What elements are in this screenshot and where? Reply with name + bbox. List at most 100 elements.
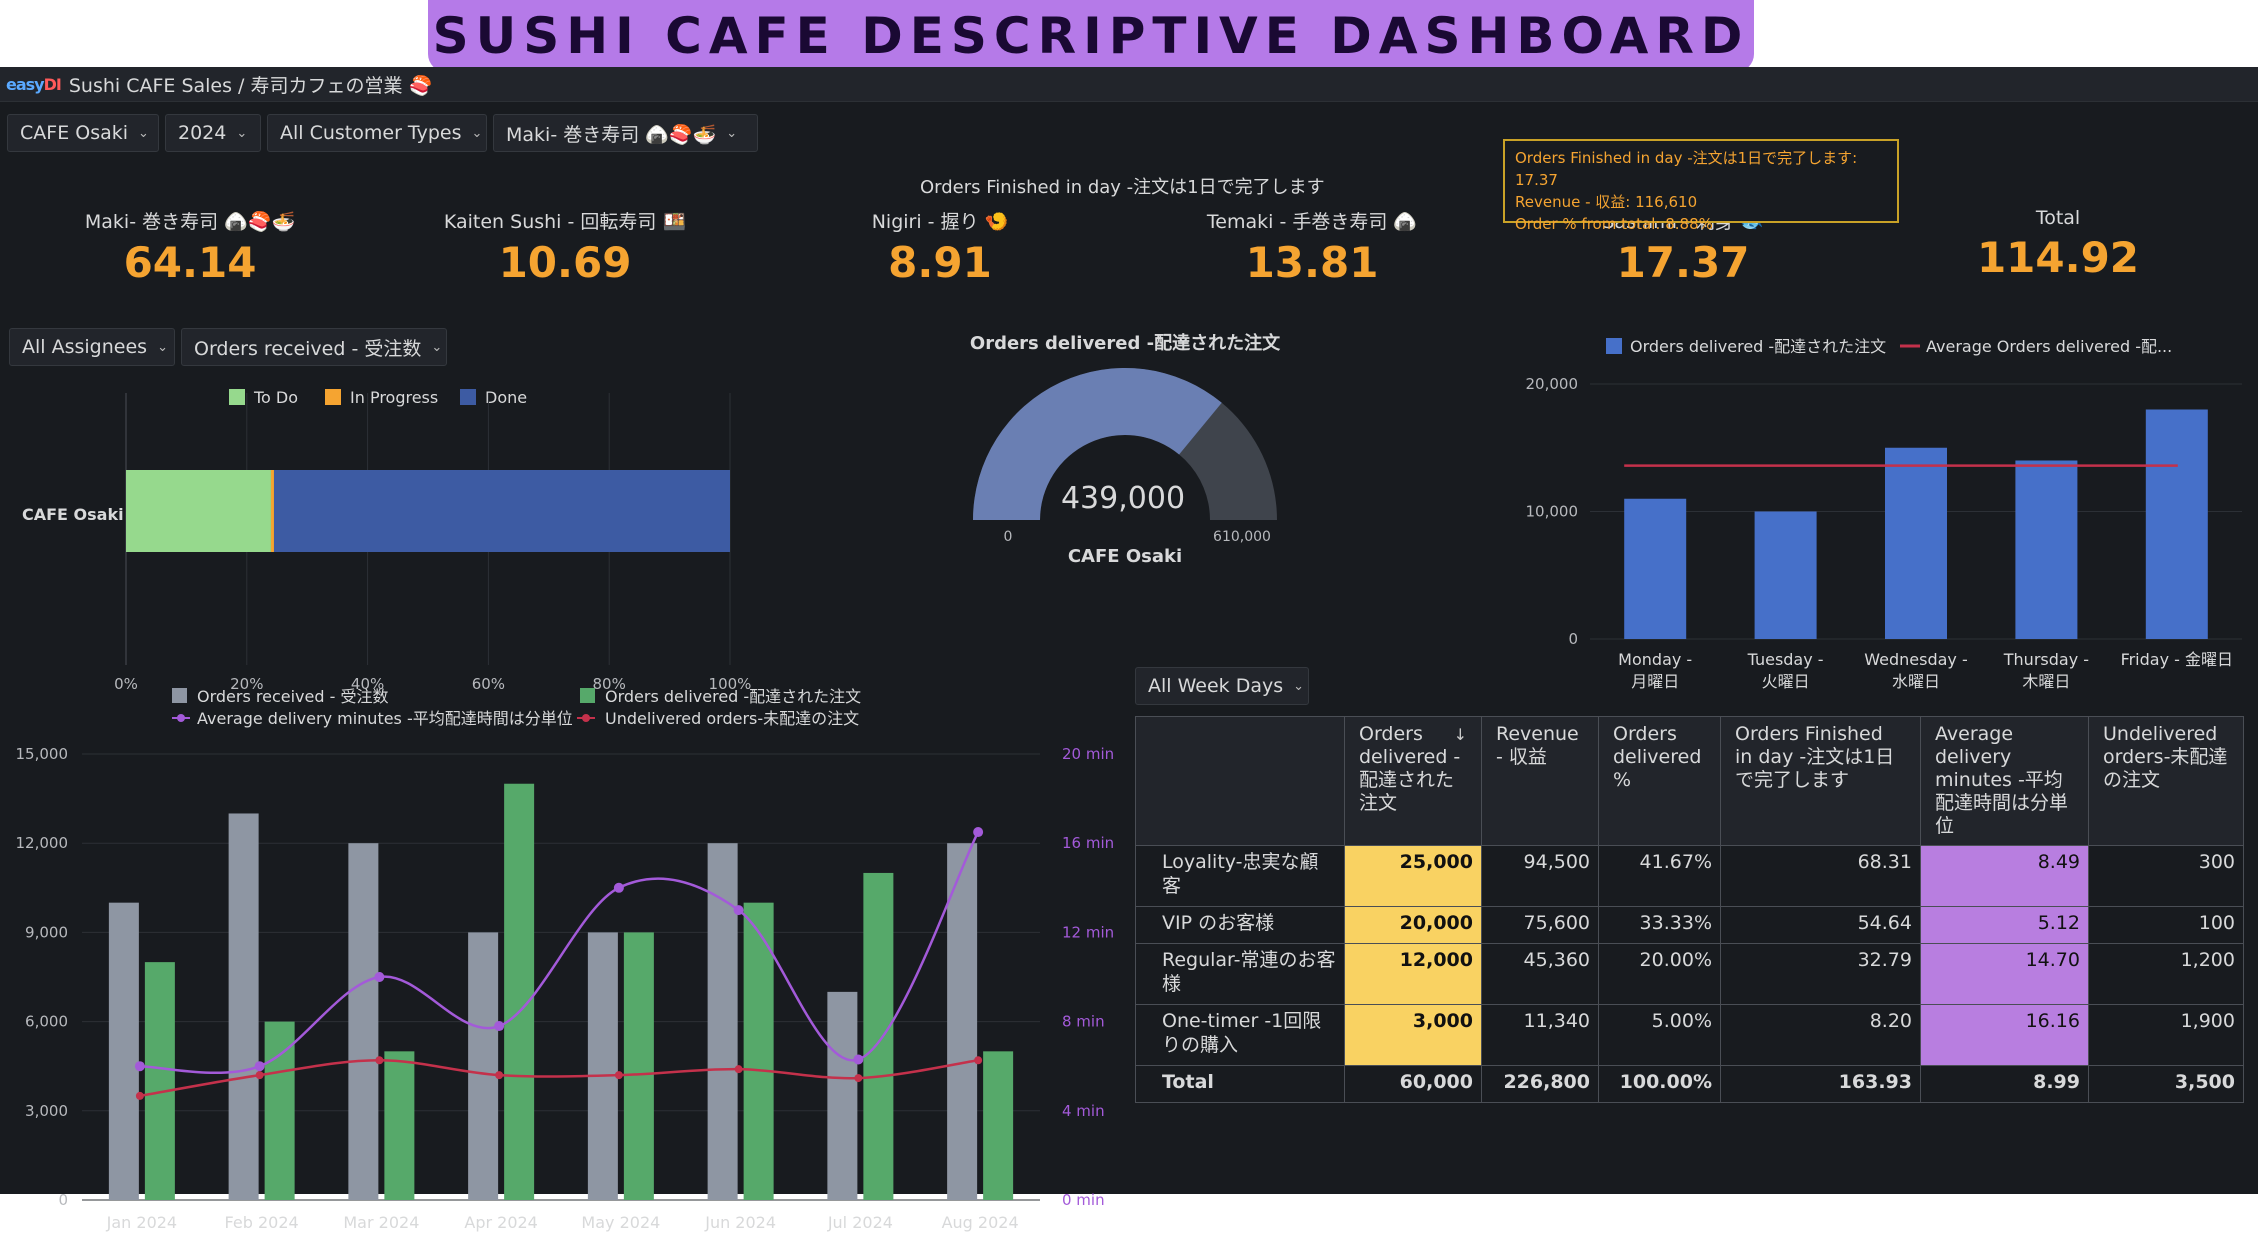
year-filter-dropdown[interactable]: 2024 ⌄ (165, 114, 261, 152)
x-tick-label: Monday - (1618, 650, 1692, 669)
total-orders-delivered: 60,000 (1344, 1065, 1482, 1103)
x-tick-label: 0% (114, 675, 138, 693)
col-header-orders-delivered[interactable]: ↓ Orders delivered -配達された注文 (1344, 716, 1482, 846)
cell-delivered-pct: 41.67% (1598, 845, 1721, 907)
avg-minutes-point (613, 882, 624, 893)
table-total-row: Total 60,000 226,800 100.00% 163.93 8.99… (1135, 1065, 2244, 1103)
y2-tick-label: 12 min (1062, 923, 1114, 941)
weekday-filter-dropdown[interactable]: All Week Days ⌄ (1135, 667, 1309, 705)
avg-minutes-point (374, 972, 385, 982)
weekday-bar (2015, 460, 2078, 639)
legend-undelivered-dot (582, 714, 590, 722)
cell-undelivered: 300 (2088, 845, 2244, 907)
gauge-max: 610,000 (1213, 529, 1271, 545)
x-tick-label: 100% (709, 675, 752, 693)
top-bar: easyDI Sushi CAFE Sales / 寿司カフェの営業 🍣 (0, 67, 2258, 102)
x-tick-label: Mar 2024 (343, 1213, 419, 1232)
weekday-orders-chart: Orders delivered -配達された注文 Average Orders… (1526, 337, 2242, 691)
product-filter-dropdown[interactable]: Maki- 巻き寿司 🍙🍣🍜 ⌄ (493, 114, 758, 152)
total-avg-minutes: 8.99 (1920, 1065, 2089, 1103)
y-tick-label: 0 (58, 1191, 68, 1209)
chevron-down-icon: ⌄ (471, 125, 483, 141)
avg-minutes-point (134, 1061, 145, 1072)
stat-nigiri: Nigiri - 握り 🍤 8.91 (871, 211, 1009, 287)
banner-title: SUSHI CAFE DESCRIPTIVE DASHBOARD (432, 7, 1750, 65)
row-label: Regular-常連のお客様 (1135, 943, 1345, 1005)
stat-kaiten: Kaiten Sushi - 回転寿司 🍱 10.69 (443, 211, 687, 287)
undelivered-line (139, 1059, 979, 1098)
total-undelivered: 3,500 (2088, 1065, 2244, 1103)
received-bar (587, 932, 618, 1200)
legend-delivered-label: Orders delivered -配達された注文 (1630, 337, 1886, 356)
legend-done-swatch (460, 389, 476, 405)
received-bar (468, 932, 499, 1200)
assignee-filter-dropdown[interactable]: All Assignees ⌄ (9, 328, 175, 366)
undelivered-point (734, 1065, 743, 1074)
x-tick-label: Wednesday - (1864, 650, 1968, 669)
orders-gauge: Orders delivered -配達された注文 439,000 0 610,… (970, 332, 1281, 567)
avg-minutes-point (733, 905, 744, 916)
y-tick-label: 6,000 (25, 1013, 68, 1031)
x-tick-label: 月曜日 (1631, 672, 1679, 691)
table-header-row: ↓ Orders delivered -配達された注文 Revenue - 収益 … (1135, 716, 2244, 846)
avg-minutes-point (254, 1061, 265, 1072)
delivered-bar (983, 1051, 1014, 1200)
delivered-bar (384, 1051, 415, 1200)
legend-done-label: Done (485, 388, 527, 407)
app-logo: easyDI (6, 74, 62, 94)
cell-avg-minutes: 16.16 (1920, 1004, 2089, 1066)
delivered-bar (743, 902, 774, 1200)
x-tick-label: Jun 2024 (704, 1213, 776, 1232)
y-tick-label: 12,000 (16, 834, 69, 852)
y2-tick-label: 4 min (1062, 1102, 1105, 1120)
chevron-down-icon: ⌄ (236, 125, 248, 141)
weekday-bar (1624, 498, 1687, 639)
undelivered-point (974, 1056, 983, 1065)
col-header-delivered-pct[interactable]: Orders delivered % (1598, 716, 1721, 846)
gauge-value: 439,000 (1061, 481, 1185, 516)
col-header-segment[interactable] (1135, 716, 1345, 846)
delivered-bar (623, 932, 654, 1200)
col-header-avg-minutes[interactable]: Average delivery minutes -平均配達時間は分単位 (1920, 716, 2089, 846)
delivered-bar (264, 1021, 295, 1200)
metric-filter-dropdown[interactable]: Orders received - 受注数 ⌄ (181, 328, 447, 366)
chevron-down-icon: ⌄ (431, 339, 443, 355)
y-tick-label: 0 (1568, 630, 1578, 648)
cafe-filter-dropdown[interactable]: CAFE Osaki ⌄ (7, 114, 159, 152)
undelivered-point (255, 1071, 264, 1080)
stat-tooltip: Orders Finished in day -注文は1日で完了します: 17.… (1503, 139, 1899, 233)
x-tick-label: Feb 2024 (225, 1213, 299, 1232)
col-header-revenue[interactable]: Revenue - 収益 (1481, 716, 1599, 846)
y-tick-label: 10,000 (1526, 503, 1579, 521)
cell-orders-delivered: 25,000 (1344, 845, 1482, 907)
dashboard-banner: SUSHI CAFE DESCRIPTIVE DASHBOARD (428, 0, 1754, 72)
gauge-title: Orders delivered -配達された注文 (970, 332, 1281, 354)
weekday-bar (1885, 447, 1947, 639)
cell-delivered-pct: 5.00% (1598, 1004, 1721, 1066)
stat-temaki: Temaki - 手巻き寿司 🍙 13.81 (1206, 211, 1418, 287)
cell-finished-in-day: 68.31 (1720, 845, 1921, 907)
col-header-finished-in-day[interactable]: Orders Finished in day -注文は1日で完了します (1720, 716, 1921, 846)
received-bar (228, 813, 259, 1200)
x-tick-label: Aug 2024 (942, 1213, 1019, 1232)
x-tick-label: Thursday - (2003, 650, 2089, 669)
cell-undelivered: 1,200 (2088, 943, 2244, 1005)
row-label: VIP のお客様 (1135, 906, 1345, 944)
legend-undelivered-label: Undelivered orders-未配達の注文 (605, 709, 859, 728)
cell-avg-minutes: 8.49 (1920, 845, 2089, 907)
sort-desc-icon[interactable]: ↓ (1453, 725, 1467, 744)
legend-average-label: Average Orders delivered -配... (1926, 337, 2172, 356)
stats-panel-title: Orders Finished in day -注文は1日で完了します (920, 177, 1325, 198)
weekday-bar (2145, 409, 2208, 639)
table-row: Regular-常連のお客様 12,000 45,360 20.00% 32.7… (1135, 943, 2244, 1005)
weekday-x-labels: Monday - 月曜日 Tuesday - 火曜日 Wednesday - 水曜日 Thu… (1618, 650, 2233, 691)
x-tick-label: Apr 2024 (464, 1213, 537, 1232)
legend-todo-swatch (229, 389, 245, 405)
legend-todo-label: To Do (253, 388, 298, 407)
col-header-undelivered[interactable]: Undelivered orders-未配達の注文 (2088, 716, 2244, 846)
x-tick-label: 80% (593, 675, 626, 693)
avg-minutes-point (973, 827, 984, 838)
customer-type-filter-dropdown[interactable]: All Customer Types ⌄ (267, 114, 487, 152)
cell-undelivered: 1,900 (2088, 1004, 2244, 1066)
received-bar (108, 902, 139, 1200)
